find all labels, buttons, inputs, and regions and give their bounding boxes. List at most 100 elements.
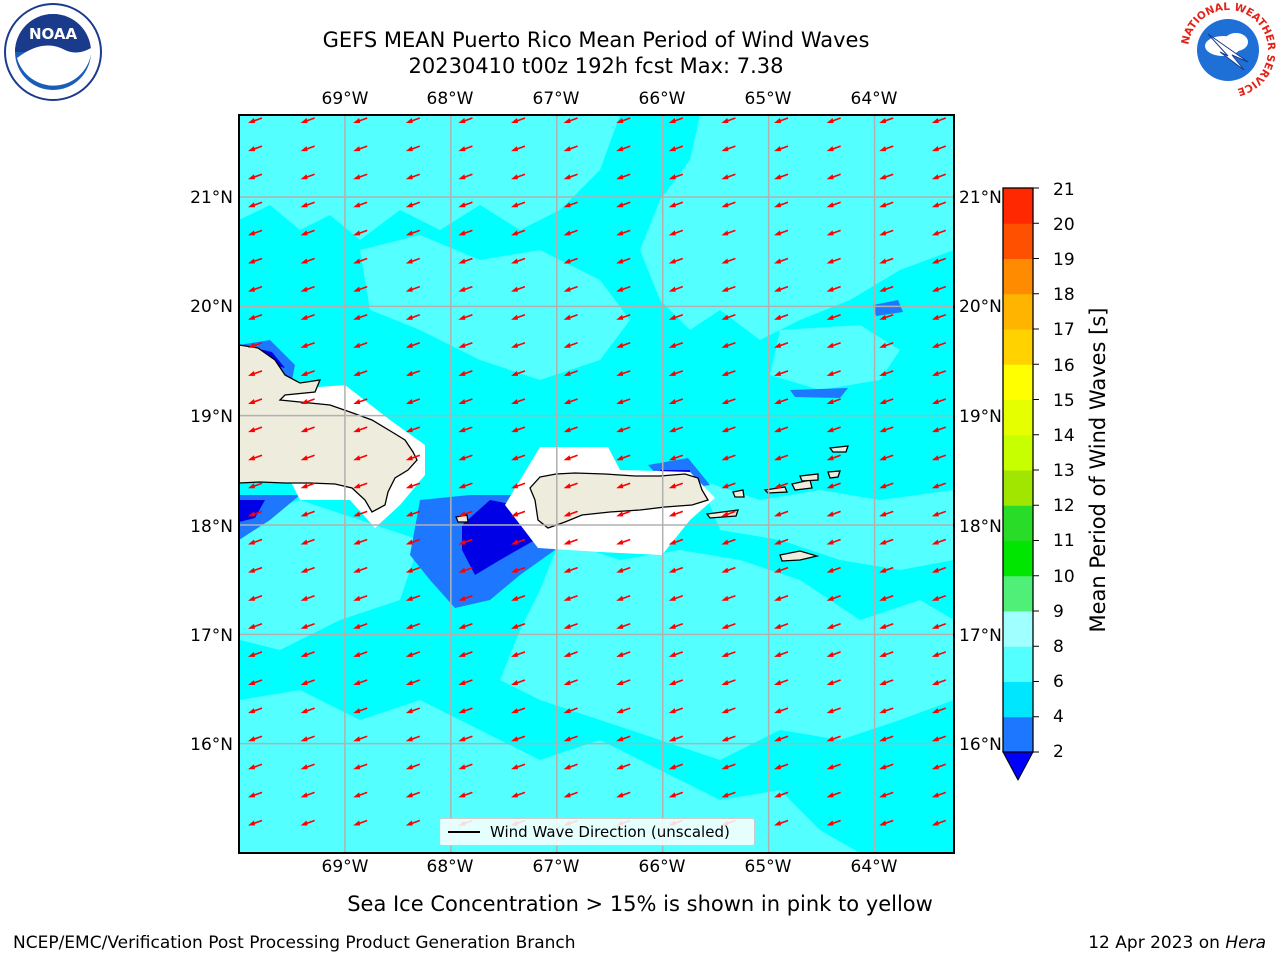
wind-wave-arrow [721,117,736,123]
wind-wave-arrow [721,173,736,180]
wind-wave-arrow [511,454,526,461]
wind-wave-arrow [668,145,684,152]
wind-wave-arrow [248,454,263,461]
lat-label-right: 21°N [959,188,1002,208]
wind-wave-arrow [511,735,526,742]
wind-wave-arrow [511,117,526,123]
wind-wave-arrow [616,482,631,489]
lat-label-left: 20°N [190,297,233,317]
footer-date-text: 12 Apr 2023 on [1088,933,1226,953]
colorbar-tick-label: 12 [1053,496,1075,516]
wind-wave-arrow [563,229,578,236]
colorbar-band [1003,611,1033,647]
wind-wave-arrow [458,229,473,236]
wind-wave-arrow [616,342,631,348]
wind-wave-arrow [458,342,473,348]
wind-wave-arrow [563,342,578,348]
wind-wave-arrow [931,426,947,433]
wind-wave-arrow [879,201,894,208]
wind-wave-arrow [563,594,578,601]
wind-wave-arrow [248,566,263,573]
colorbar-band [1003,434,1033,471]
wind-wave-arrow [826,426,841,433]
wind-wave-arrow [458,454,473,461]
wind-wave-arrow [668,342,684,348]
colorbar-title: Mean Period of Wind Waves [s] [1086,307,1110,633]
wind-wave-arrow [300,651,315,657]
wind-wave-arrow [563,538,578,545]
wind-wave-arrow [668,370,684,376]
wind-wave-arrow [774,566,789,573]
wind-wave-arrow [458,370,473,376]
wind-wave-arrow [826,454,841,461]
wind-wave-arrow [668,594,684,601]
wind-wave-arrow [405,819,421,826]
wind-wave-arrow [931,623,947,629]
wind-wave-arrow [458,285,473,292]
wind-wave-arrow [721,482,736,489]
wind-wave-arrow [721,398,736,404]
wind-wave-arrow [405,594,421,601]
wind-wave-arrow [879,229,894,236]
wind-wave-arrow [405,791,421,798]
wind-wave-arrow [353,763,368,770]
wind-wave-arrow [616,735,631,742]
wind-wave-arrow [248,791,263,798]
lon-label-bottom: 67°W [532,857,580,877]
lon-label-bottom: 66°W [638,857,686,877]
wind-wave-arrow [616,538,631,545]
wind-wave-arrow [668,623,684,629]
wind-wave-arrow [668,791,684,798]
colorbar [1003,188,1033,753]
wind-wave-arrow [511,201,526,208]
colorbar-tick-label: 14 [1053,426,1075,446]
wind-wave-arrow [668,763,684,770]
colorbar-band [1003,540,1033,577]
wind-wave-arrow [879,285,894,292]
colorbar-band [1003,293,1033,330]
wind-wave-arrow [248,707,263,714]
wind-wave-arrow [774,313,789,320]
wind-wave-arrow [668,510,684,517]
lon-label-bottom: 65°W [744,857,792,877]
wind-wave-arrow [353,342,368,348]
wind-wave-arrow [563,679,578,685]
wind-wave-arrow [405,707,421,714]
wind-wave-arrow [616,173,631,180]
lat-label-left: 21°N [190,188,233,208]
wind-wave-arrow [721,285,736,292]
wind-wave-arrow [300,538,315,545]
wind-wave-arrow [879,117,894,123]
wind-wave-arrow [563,763,578,770]
wind-wave-arrow [563,117,578,123]
wind-wave-arrow [405,510,421,517]
colorbar-tick-label: 18 [1053,285,1075,305]
wind-wave-arrow [826,398,841,404]
vieques [705,509,739,519]
wind-wave-arrow [931,285,947,292]
footer-host: Hera [1225,933,1266,953]
wind-wave-arrow [721,229,736,236]
lon-label-top: 67°W [532,89,580,109]
wind-wave-arrow [353,229,368,236]
wind-wave-arrow [616,201,631,208]
wind-wave-arrow [668,538,684,545]
wind-wave-arrow [248,257,263,264]
wind-wave-arrow [879,173,894,180]
wind-wave-arrow [248,819,263,826]
wind-wave-arrow [405,257,421,264]
wind-wave-arrow [353,257,368,264]
wind-wave-arrow [511,763,526,770]
wind-wave-arrow [826,145,841,152]
wind-wave-arrow [353,313,368,320]
lon-label-top: 69°W [321,89,369,109]
lat-label-right: 20°N [959,297,1002,317]
wind-wave-arrow [931,482,947,489]
wind-wave-direction-arrows [248,117,947,826]
wind-wave-arrow [616,707,631,714]
legend-line-marker [448,831,480,833]
colorbar-tick-label: 15 [1053,391,1075,411]
wind-wave-arrow [931,370,947,376]
sea-ice-note: Sea Ice Concentration > 15% is shown in … [347,892,933,916]
wind-wave-arrow [879,679,894,685]
